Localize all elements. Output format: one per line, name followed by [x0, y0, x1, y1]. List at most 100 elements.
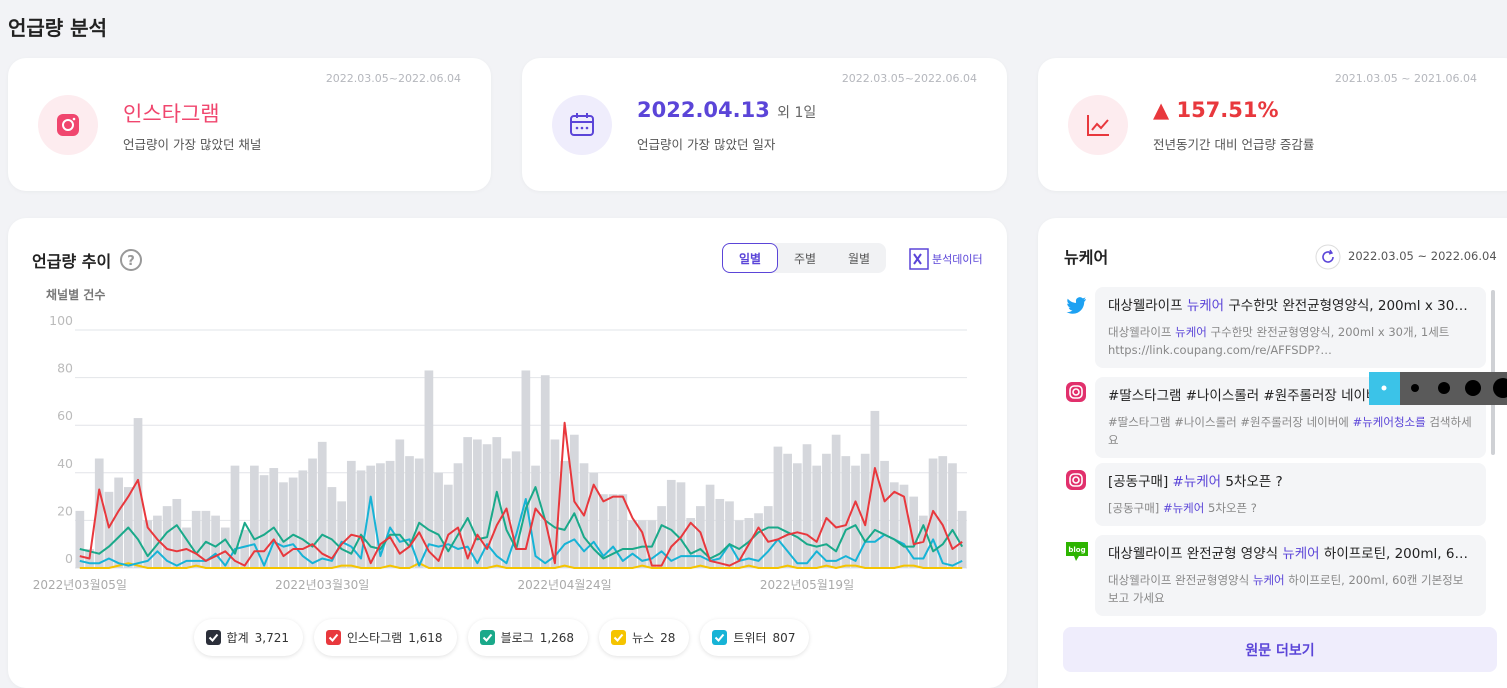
y-tick-label: 100	[49, 313, 73, 328]
legend-item[interactable]: 블로그 1,268	[467, 619, 589, 656]
legend-check	[479, 630, 495, 645]
y-axis-label: 채널별 건수	[46, 287, 105, 302]
feed-item-body: #딸스타그램 #나이스롤러 #원주롤러장 네이버에 #뉴케어청소를 검색하세요	[1108, 413, 1473, 449]
keyword: 뉴케어	[1252, 573, 1285, 587]
feed-item[interactable]: [공동구매] #뉴케어 5차오픈 ? [공동구매] #뉴케어 5차오픈 ?	[1095, 463, 1486, 526]
bar	[220, 527, 230, 568]
keyword: 뉴케어	[1186, 298, 1225, 314]
instagram-icon	[1066, 382, 1086, 402]
feed-item-title: [공동구매] #뉴케어 5차오픈 ?	[1108, 472, 1473, 492]
keyword: #뉴케어청소를	[1352, 415, 1426, 429]
bar	[201, 510, 211, 568]
title-text: 5차오픈 ?	[1221, 474, 1283, 490]
bar	[899, 484, 909, 568]
legend-check	[205, 630, 221, 645]
bar	[405, 456, 414, 568]
bar	[259, 475, 269, 568]
trend-panel: 언급량 추이 ? 일별 주별 월별 분석데이터 채널별 건수 0 20 40 60 80…	[8, 218, 1007, 688]
title-text: #딸스타그램 #나이스롤러 #원주롤러장 네이버에	[1108, 388, 1396, 404]
bar	[473, 439, 482, 568]
feed-item-body: 대상웰라이프 완전균형영양식 뉴케어 하이프로틴, 200ml, 60캔 기본정…	[1108, 571, 1473, 607]
keyword: 뉴케어	[1282, 546, 1320, 562]
bar	[560, 460, 569, 568]
bar	[763, 506, 773, 568]
card-caption: 언급량이 가장 많았던 채널	[123, 137, 262, 152]
page-title: 언급량 분석	[8, 16, 107, 40]
legend-item[interactable]: 인스타그램 1,618	[314, 619, 457, 656]
more-button[interactable]: 원문 더보기	[1063, 627, 1497, 672]
feed-item[interactable]: 대상웰라이프 뉴케어 구수한맛 완전균형영양식, 200ml x 30개,… 대상…	[1095, 287, 1486, 368]
bar	[860, 453, 870, 568]
bar	[376, 463, 385, 568]
tab[interactable]: 월별	[847, 251, 871, 266]
bar	[841, 456, 851, 568]
title-text: 하이프로틴, 200ml, 60…	[1319, 546, 1473, 562]
tab[interactable]: 주별	[793, 251, 817, 266]
legend-total: 1,268	[539, 630, 575, 645]
card: 2021.03.05 ~ 2021.06.04 ▲ 157.51% 전년동기간 …	[1038, 58, 1507, 191]
body-text: 대상웰라이프 완전균형영양식	[1108, 573, 1253, 587]
help-icon[interactable]: ?	[119, 248, 143, 272]
svg-text:blog: blog	[1068, 546, 1085, 554]
bar	[831, 434, 841, 568]
line	[79, 486, 964, 560]
legend-item[interactable]: 합계 3,721	[193, 619, 303, 656]
bar	[443, 484, 453, 568]
bar	[463, 437, 473, 568]
legend-total: 1,618	[408, 630, 443, 645]
bar	[870, 410, 880, 568]
bar	[153, 515, 162, 568]
bar	[725, 501, 734, 568]
title-text: 대상웰라이프 완전균형 영양식	[1108, 546, 1283, 562]
body-text: 검색하세요	[1108, 415, 1472, 447]
refresh-icon[interactable]	[1315, 244, 1341, 270]
bar	[230, 465, 240, 568]
legend-name: 합계	[226, 631, 249, 645]
trend-title: 언급량 추이	[32, 252, 112, 271]
card-caption: 전년동기간 대비 언급량 증감률	[1153, 137, 1315, 152]
bar	[492, 437, 502, 568]
bar	[288, 477, 298, 568]
tab[interactable]: 일별	[722, 243, 778, 273]
bar	[453, 463, 463, 568]
x-tick-label: 2022년03월30일	[275, 578, 369, 592]
bar	[191, 510, 201, 568]
feed-title: 뉴케어	[1064, 248, 1109, 267]
bar	[628, 520, 637, 568]
legend-item[interactable]: 뉴스 28	[599, 619, 690, 656]
bar	[550, 439, 560, 568]
y-tick-label: 60	[57, 408, 73, 423]
bar	[356, 470, 366, 568]
feed-item[interactable]: 대상웰라이프 완전균형 영양식 뉴케어 하이프로틴, 200ml, 60… 대상웰…	[1095, 535, 1486, 616]
bar	[773, 446, 783, 568]
title-text: 구수한맛 완전균형영양식, 200ml x 30개,…	[1224, 298, 1473, 314]
bar	[686, 518, 696, 568]
feed-period: 2022.03.05 ~ 2022.06.04	[1348, 249, 1497, 263]
bar	[618, 494, 628, 568]
bar	[792, 463, 802, 568]
bar	[337, 501, 346, 568]
bar	[424, 370, 434, 568]
bar	[502, 458, 511, 568]
card-value: 2022.04.13 외 1일	[637, 98, 816, 122]
bar	[948, 463, 957, 568]
card-value: 인스타그램	[123, 102, 220, 126]
line	[79, 495, 963, 567]
bar	[657, 506, 666, 568]
card-extra: 외 1일	[777, 105, 817, 121]
legend-name: 블로그	[500, 631, 534, 645]
legend-total: 807	[772, 630, 796, 645]
keyword: 뉴케어	[1175, 325, 1207, 339]
legend-item[interactable]: 트위터 807	[700, 619, 810, 656]
export-button[interactable]: 분석데이터	[909, 248, 983, 270]
card-icon	[38, 95, 98, 155]
card-icon	[1068, 95, 1128, 155]
instagram-icon	[1066, 470, 1086, 490]
x-tick-label: 2022년05월19일	[760, 578, 854, 592]
title-text: 대상웰라이프	[1108, 298, 1187, 314]
feed-item-body: 대상웰라이프 뉴케어 구수한맛 완전균형영양식, 200ml x 30개, 1세…	[1108, 323, 1473, 359]
bar	[540, 375, 550, 568]
title-text: [공동구매]	[1108, 474, 1173, 490]
card-value-text: 2022.04.13	[637, 98, 770, 122]
